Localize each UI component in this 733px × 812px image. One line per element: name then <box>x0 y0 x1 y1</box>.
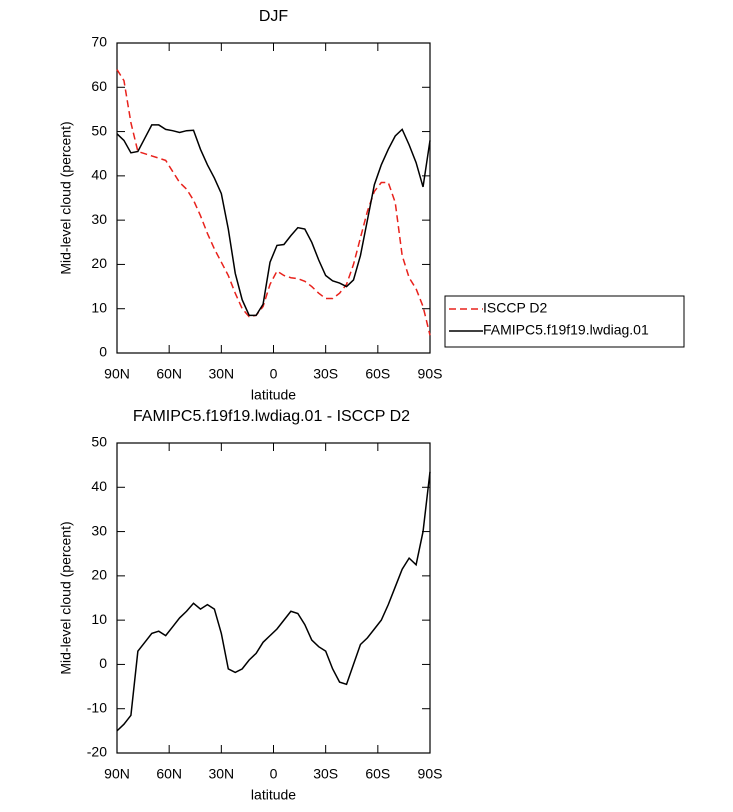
x-tick-label: 0 <box>270 766 278 782</box>
x-tick-label: 90S <box>418 766 443 782</box>
y-tick-label: 20 <box>91 255 107 271</box>
legend-box <box>444 295 685 348</box>
data-line <box>116 69 431 336</box>
chart-title: FAMIPC5.f19f19.lwdiag.01 - ISCCP D2 <box>133 408 410 425</box>
y-tick-label: 70 <box>91 34 107 50</box>
x-tick-label: 30S <box>313 766 338 782</box>
x-tick-label: 30S <box>313 366 338 382</box>
x-tick-label: 60N <box>156 766 182 782</box>
data-line <box>116 124 431 317</box>
x-tick-label: 90N <box>104 366 130 382</box>
plot-frame <box>116 42 431 354</box>
legend-label: ISCCP D2 <box>483 300 548 316</box>
y-tick-label: 20 <box>91 567 107 583</box>
y-tick-label: 50 <box>91 122 107 138</box>
y-tick-label: -10 <box>87 699 107 715</box>
x-axis-label: latitude <box>251 787 296 803</box>
plot-frame <box>116 442 431 754</box>
y-tick-label: 40 <box>91 167 107 183</box>
y-tick-label: -20 <box>87 744 107 760</box>
y-tick-label: 30 <box>91 522 107 538</box>
chart-title: DJF <box>259 8 289 25</box>
x-tick-label: 60S <box>365 366 390 382</box>
x-axis-label: latitude <box>251 387 296 403</box>
y-axis-label: Mid-level cloud (percent) <box>58 521 74 674</box>
y-tick-label: 30 <box>91 211 107 227</box>
x-tick-label: 60S <box>365 766 390 782</box>
x-tick-label: 30N <box>208 366 234 382</box>
data-line <box>116 471 431 732</box>
y-tick-label: 10 <box>91 299 107 315</box>
y-tick-label: 60 <box>91 78 107 94</box>
y-tick-label: 0 <box>99 344 107 360</box>
y-tick-label: 10 <box>91 611 107 627</box>
x-tick-label: 90N <box>104 766 130 782</box>
y-tick-label: 40 <box>91 478 107 494</box>
y-axis-label: Mid-level cloud (percent) <box>58 121 74 274</box>
y-tick-label: 0 <box>99 655 107 671</box>
x-tick-label: 90S <box>418 366 443 382</box>
x-tick-label: 60N <box>156 366 182 382</box>
y-tick-label: 50 <box>91 434 107 450</box>
x-tick-label: 30N <box>208 766 234 782</box>
legend-label: FAMIPC5.f19f19.lwdiag.01 <box>483 322 649 338</box>
x-tick-label: 0 <box>270 366 278 382</box>
